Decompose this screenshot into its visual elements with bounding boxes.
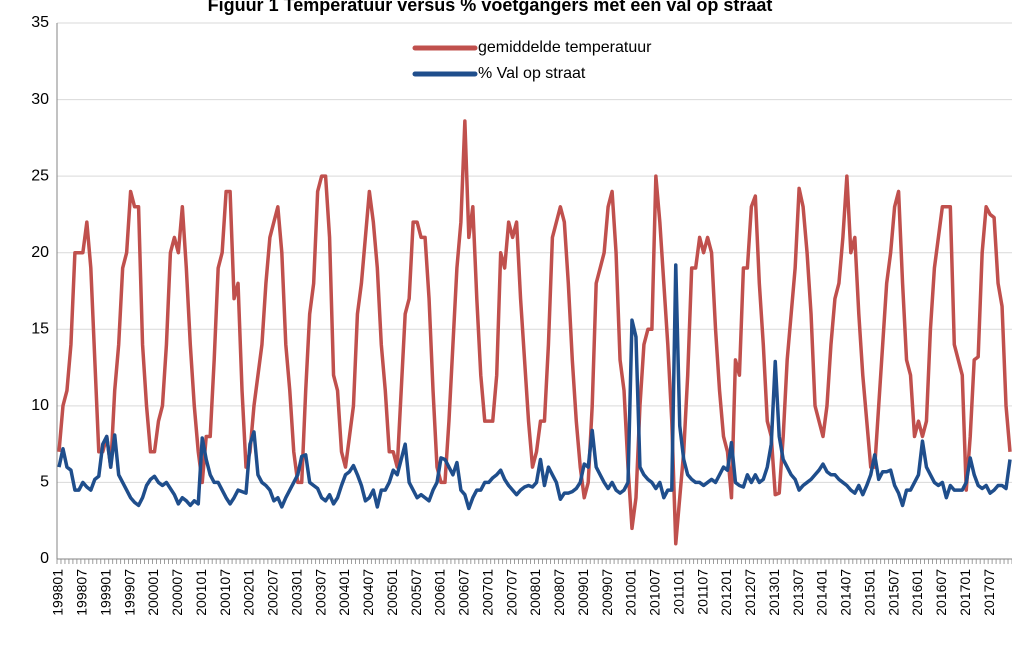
x-tick-label: 200701	[479, 569, 495, 616]
x-tick-label: 201207	[742, 569, 758, 616]
x-tick-label: 200007	[169, 569, 185, 616]
x-tick-label: 200607	[456, 569, 472, 616]
x-tick-label: 200407	[360, 569, 376, 616]
x-tick-label: 201607	[933, 569, 949, 616]
x-tick-label: 200101	[193, 569, 209, 616]
x-tick-label: 201601	[909, 569, 925, 616]
x-tick-label: 201507	[885, 569, 901, 616]
x-tick-label: 201201	[718, 569, 734, 616]
x-tick-label: 199807	[74, 569, 90, 616]
x-tick-label: 201707	[981, 569, 997, 616]
x-tick-label: 200507	[408, 569, 424, 616]
x-tick-label: 201701	[957, 569, 973, 616]
x-tick-label: 201001	[623, 569, 639, 616]
legend-label: % Val op straat	[478, 65, 586, 82]
chart-title: Figuur 1 Temperatuur versus % voetganger…	[208, 0, 773, 15]
data-line	[57, 263, 1012, 511]
y-tick-label: 25	[31, 167, 49, 184]
x-tick-label: 199801	[50, 569, 66, 616]
x-tick-label: 201401	[814, 569, 830, 616]
x-tick-label: 201101	[670, 569, 686, 615]
x-tick-label: 200907	[599, 569, 615, 616]
x-tick-label: 200207	[265, 569, 281, 616]
x-tick-label: 201307	[790, 569, 806, 616]
x-tick-label: 200201	[241, 569, 257, 616]
x-tick-label: 200601	[432, 569, 448, 616]
x-tick-label: 201301	[766, 569, 782, 616]
y-tick-label: 10	[31, 397, 49, 414]
y-tick-label: 0	[40, 550, 49, 567]
x-tick-label: 200901	[575, 569, 591, 616]
legend-label: gemiddelde temperatuur	[478, 39, 652, 56]
x-tick-label: 199901	[97, 569, 113, 616]
x-tick-label: 200807	[551, 569, 567, 616]
x-tick-label: 200707	[503, 569, 519, 616]
x-tick-label: 200107	[217, 569, 233, 616]
data-line	[57, 119, 1012, 546]
x-tick-label: 200301	[288, 569, 304, 616]
x-tick-label: 200401	[336, 569, 352, 616]
x-tick-label: 200501	[384, 569, 400, 616]
x-tick-label: 201007	[647, 569, 663, 616]
y-tick-label: 5	[40, 474, 49, 491]
x-minor-ticks	[56, 559, 1012, 564]
x-tick-label: 200001	[145, 569, 161, 616]
x-tick-label: 201107	[694, 569, 710, 615]
x-tick-label: 199907	[121, 569, 137, 616]
x-tick-label: 201501	[861, 569, 877, 616]
x-tick-label: 200307	[312, 569, 328, 616]
y-tick-label: 20	[31, 244, 49, 261]
x-tick-label: 201407	[838, 569, 854, 616]
y-tick-label: 15	[31, 321, 49, 338]
y-tick-label: 30	[31, 91, 49, 108]
x-tick-label: 200801	[527, 569, 543, 616]
y-tick-label: 35	[31, 14, 49, 31]
